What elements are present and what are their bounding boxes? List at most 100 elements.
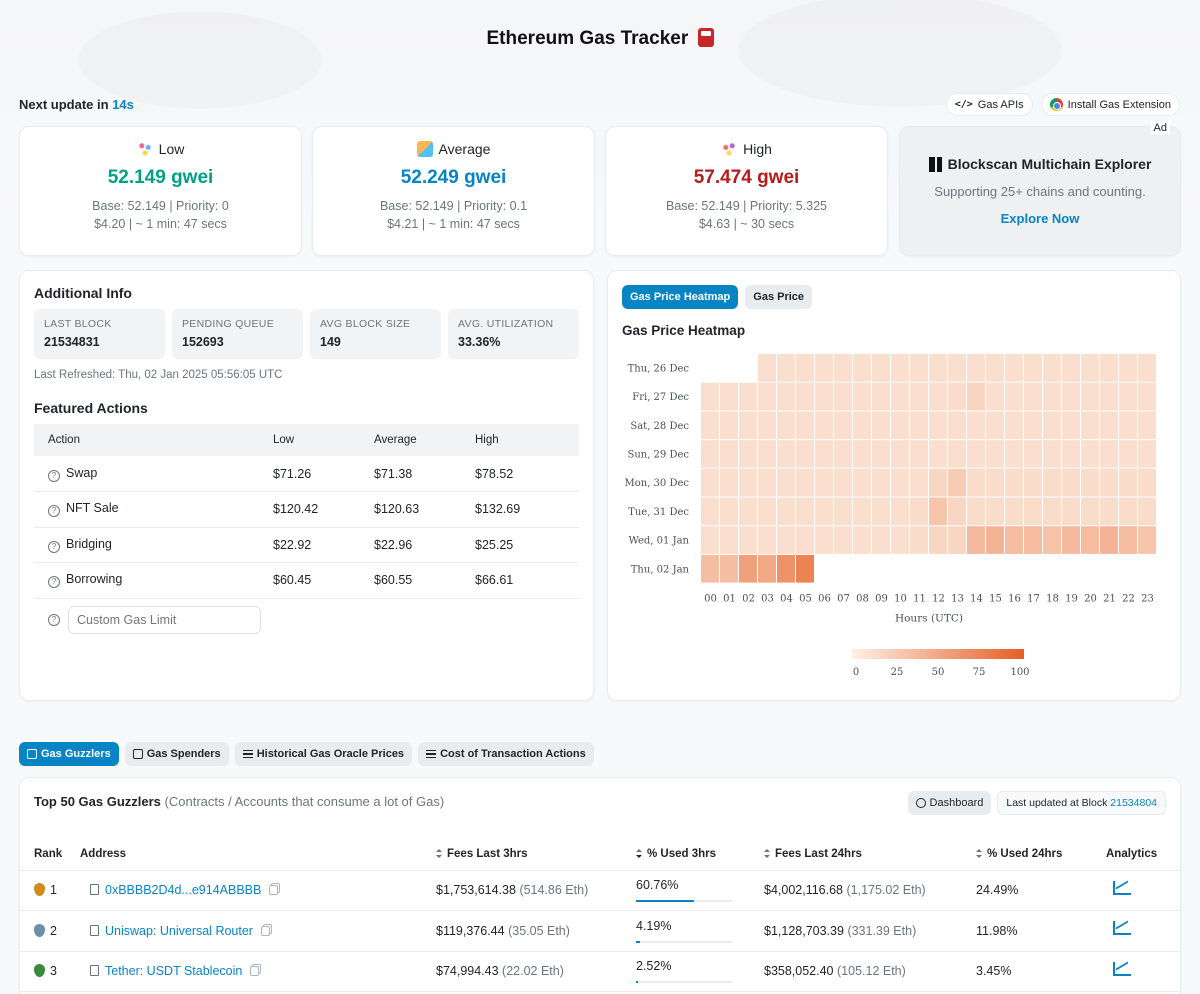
tab-historical-oracle[interactable]: Historical Gas Oracle Prices [234, 742, 413, 766]
stat-value: 149 [320, 335, 341, 349]
heatmap-cell [967, 526, 985, 554]
heatmap-cell [967, 411, 985, 440]
heatmap-cell [929, 411, 947, 440]
low-price: 52.149 gwei [107, 167, 214, 188]
copy-icon[interactable] [269, 885, 279, 896]
heatmap-cell [910, 382, 928, 411]
heatmap-cell [853, 440, 871, 468]
heatmap-col-label: 10 [894, 594, 907, 605]
address-link[interactable]: Uniswap: Universal Router [105, 923, 253, 938]
gas-apis-link[interactable]: </> Gas APIs [945, 93, 1033, 116]
heatmap-cell [1043, 354, 1061, 382]
sort-icon [436, 848, 443, 858]
heatmap-row-label: Mon, 30 Dec [625, 478, 690, 489]
heatmap-cell [758, 526, 776, 554]
heatmap-cell [910, 411, 928, 440]
heatmap-cell [796, 382, 814, 411]
heatmap-cell [1100, 411, 1118, 440]
dashboard-button[interactable]: Dashboard [907, 791, 992, 815]
col-pct-24hrs[interactable]: % Used 24hrs [962, 838, 1092, 871]
tab-gas-guzzlers[interactable]: Gas Guzzlers [19, 742, 119, 766]
analytics-chart-icon[interactable] [1113, 921, 1131, 936]
ad-card[interactable]: Ad Blockscan Multichain Explorer Support… [899, 121, 1181, 256]
heatmap-legend-tick: 75 [973, 667, 986, 678]
explore-now-link[interactable]: Explore Now [1000, 211, 1080, 226]
heatmap-cell [1119, 354, 1137, 382]
average-price: 52.249 gwei [400, 167, 507, 188]
heatmap-cell [1119, 497, 1137, 526]
last-updated-label: Last updated at Block [1006, 797, 1108, 809]
dashboard-icon [915, 798, 926, 808]
heatmap-cell [1005, 526, 1023, 554]
heatmap-cell [872, 354, 890, 382]
fees-24hrs-cell: $4,002,116.68 (1,175.02 Eth) [750, 870, 962, 911]
fees-usd: $74,994.43 [436, 964, 499, 979]
analytics-chart-icon[interactable] [1113, 880, 1131, 895]
tab-gas-price-heatmap[interactable]: Gas Price Heatmap [622, 285, 739, 309]
help-icon[interactable]: ? [48, 469, 60, 482]
col-pct-3hrs[interactable]: % Used 3hrs [622, 838, 750, 871]
copy-icon[interactable] [260, 925, 270, 936]
gas-guzzlers-card: Top 50 Gas Guzzlers (Contracts / Account… [19, 777, 1181, 994]
copy-icon[interactable] [250, 966, 260, 977]
col-action: Action [34, 424, 259, 456]
cell-high: $66.61 [461, 562, 579, 599]
heatmap-cell [777, 411, 795, 440]
table-row: 2 Uniswap: Universal Router $119,376.44 (3… [20, 910, 1180, 952]
heatmap-cell [1119, 440, 1137, 468]
pct-bar-fill [636, 981, 639, 983]
fees-3hrs-cell: $74,994.43 (22.02 Eth) [422, 951, 622, 992]
heatmap-legend-bar [852, 649, 1024, 659]
ad-title: Blockscan Multichain Explorer [947, 156, 1152, 172]
address-link[interactable]: 0xBBBB2D4d...e914ABBBB [105, 883, 262, 898]
col-fees-3hrs[interactable]: Fees Last 3hrs [422, 838, 622, 871]
custom-gas-row: ? [34, 605, 579, 634]
col-analytics: Analytics [1092, 838, 1180, 871]
pct-text: 60.76% [636, 878, 679, 893]
heatmap-cell [777, 382, 795, 411]
stat-value: 152693 [182, 335, 224, 349]
help-icon[interactable]: ? [48, 505, 60, 518]
heatmap-cell [929, 440, 947, 468]
high-gas-card: High 57.474 gwei Base: 52.149 | Priority… [605, 126, 888, 256]
heatmap-cell [967, 354, 985, 382]
col-low: Low [259, 424, 360, 456]
next-update-countdown: 14s [112, 97, 134, 112]
install-extension-label: Install Gas Extension [1067, 98, 1171, 111]
heatmap-cell [739, 468, 757, 497]
heatmap-cell [1081, 468, 1099, 497]
cell-low: $120.42 [259, 491, 360, 528]
address-cell: Uniswap: Universal Router [74, 910, 422, 952]
analytics-chart-icon[interactable] [1113, 961, 1131, 976]
heatmap-cell [777, 554, 795, 583]
fees-eth: (331.39 Eth) [847, 923, 917, 938]
help-icon[interactable]: ? [48, 613, 60, 626]
last-updated-block-link[interactable]: 21534804 [1110, 797, 1157, 809]
fees-usd: $358,052.40 [764, 964, 834, 979]
heatmap-cell [758, 468, 776, 497]
fees-eth: (514.86 Eth) [519, 883, 589, 898]
heatmap-cell [796, 440, 814, 468]
install-extension-link[interactable]: Install Gas Extension [1040, 93, 1180, 116]
guzzlers-subtitle: (Contracts / Accounts that consume a lot… [164, 794, 445, 809]
heatmap-col-label: 05 [799, 594, 812, 605]
address-link[interactable]: Tether: USDT Stablecoin [105, 964, 243, 979]
heatmap-cell [1062, 354, 1080, 382]
heatmap-cell [1024, 468, 1042, 497]
high-cost: $4.63 | ~ 30 secs [698, 217, 795, 231]
table-header-row: Action Low Average High [34, 424, 579, 456]
tab-cost-of-actions[interactable]: Cost of Transaction Actions [418, 742, 594, 766]
col-label: Fees Last 24hrs [775, 847, 862, 860]
heatmap-cell [1100, 440, 1118, 468]
col-fees-24hrs[interactable]: Fees Last 24hrs [750, 838, 962, 871]
help-icon[interactable]: ? [48, 576, 60, 589]
tab-gas-price[interactable]: Gas Price [745, 285, 813, 309]
pct-bar [636, 900, 732, 902]
help-icon[interactable]: ? [48, 540, 60, 553]
fees-usd: $4,002,116.68 [764, 883, 844, 898]
heatmap-cell [834, 497, 852, 526]
heatmap-legend-tick: 50 [932, 667, 945, 678]
tab-gas-spenders[interactable]: Gas Spenders [124, 742, 229, 766]
custom-gas-limit-input[interactable] [68, 605, 261, 634]
cell-low: $22.92 [259, 527, 360, 563]
